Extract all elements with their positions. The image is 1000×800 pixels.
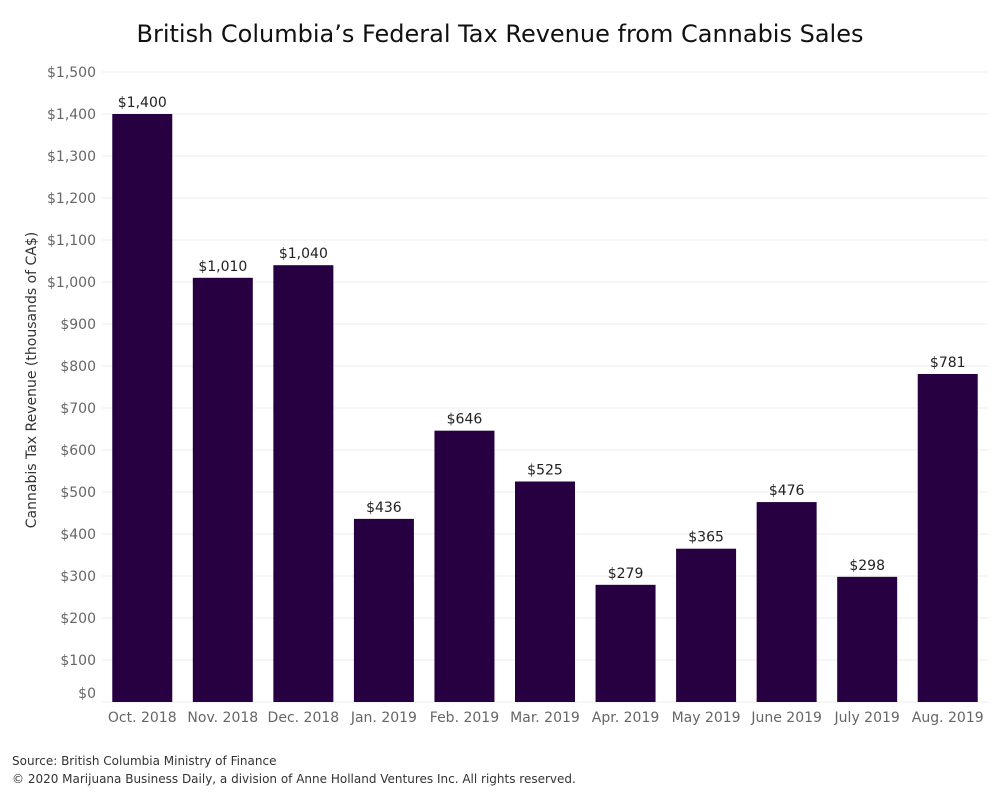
y-tick-label: $1,300 [47, 149, 96, 165]
data-label: $781 [930, 355, 966, 371]
y-axis-ticks: $0 $100 $200 $300 $400 $500 $600 $700 $800 $900 $1… [47, 65, 96, 702]
data-label: $1,040 [279, 246, 328, 262]
y-tick-label: $900 [60, 317, 96, 333]
copyright-note: © 2020 Marijuana Business Daily, a divis… [12, 772, 576, 786]
data-label: $476 [769, 483, 805, 499]
y-tick-label: $400 [60, 527, 96, 543]
bars [112, 114, 978, 702]
x-tick-label: Dec. 2018 [268, 710, 340, 726]
data-label: $525 [527, 463, 563, 479]
data-label: $365 [688, 530, 724, 546]
y-tick-label: $1,200 [47, 191, 96, 207]
data-labels: $1,400 $1,010 $1,040 $436 $646 $525 $279 $365 $4… [118, 95, 966, 582]
x-tick-label: June 2019 [750, 710, 822, 726]
bar [112, 114, 173, 702]
chart-footer: Source: British Columbia Ministry of Fin… [12, 752, 576, 788]
x-tick-label: Aug. 2019 [912, 710, 984, 726]
bar [595, 584, 656, 702]
chart-title: British Columbia’s Federal Tax Revenue f… [136, 20, 864, 48]
bar [756, 502, 817, 702]
data-label: $1,400 [118, 95, 167, 111]
x-axis-ticks: Oct. 2018 Nov. 2018 Dec. 2018 Jan. 2019 Feb.… [108, 710, 984, 726]
data-label: $646 [447, 412, 483, 428]
x-tick-label: Apr. 2019 [592, 710, 659, 726]
x-tick-label: Feb. 2019 [430, 710, 499, 726]
y-tick-label: $0 [78, 686, 96, 702]
y-tick-label: $1,500 [47, 65, 96, 81]
data-label: $298 [849, 558, 885, 574]
bar [273, 265, 334, 702]
x-tick-label: Oct. 2018 [108, 710, 177, 726]
x-tick-label: Mar. 2019 [510, 710, 580, 726]
x-tick-label: July 2019 [834, 710, 900, 726]
bar [515, 481, 575, 702]
bar [192, 277, 253, 702]
y-tick-label: $300 [60, 569, 96, 585]
data-label: $279 [608, 566, 644, 582]
bar [434, 430, 495, 702]
bar [353, 518, 414, 702]
source-note: Source: British Columbia Ministry of Fin… [12, 754, 277, 768]
x-tick-label: Nov. 2018 [187, 710, 258, 726]
y-tick-label: $500 [60, 485, 96, 501]
y-tick-label: $1,000 [47, 275, 96, 291]
bar [676, 548, 737, 702]
y-tick-label: $1,400 [47, 107, 96, 123]
bar [837, 576, 898, 702]
y-tick-label: $600 [60, 443, 96, 459]
y-tick-label: $700 [60, 401, 96, 417]
data-label: $1,010 [198, 259, 247, 275]
x-tick-label: Jan. 2019 [350, 710, 417, 726]
y-tick-label: $200 [60, 611, 96, 627]
y-axis-label: Cannabis Tax Revenue (thousands of CA$) [24, 232, 40, 528]
y-tick-label: $100 [60, 653, 96, 669]
data-label: $436 [366, 500, 402, 516]
bar [917, 373, 978, 702]
x-tick-label: May 2019 [672, 710, 741, 726]
y-tick-label: $800 [60, 359, 96, 375]
y-tick-label: $1,100 [47, 233, 96, 249]
